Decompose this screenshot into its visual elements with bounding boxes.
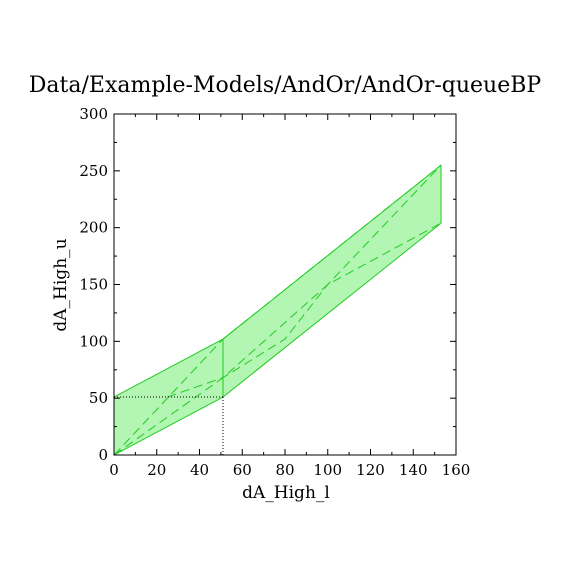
x-tick-label: 80 [275, 461, 294, 479]
y-tick-label: 300 [79, 105, 108, 123]
y-tick-label: 250 [79, 162, 108, 180]
x-axis-label: dA_High_l [242, 483, 330, 503]
x-tick-label: 120 [356, 461, 385, 479]
region-polygon [113, 164, 442, 456]
x-axis: 0 20 40 60 80 100 120 140 160 [109, 114, 470, 479]
x-tick-label: 100 [313, 461, 342, 479]
series-line-3 [167, 164, 442, 398]
y-axis: 0 50 100 150 200 250 300 [79, 105, 456, 464]
x-tick-label: 140 [399, 461, 428, 479]
plot-area [113, 113, 457, 456]
y-tick-label: 0 [98, 446, 108, 464]
y-axis-label: dA_High_u [51, 238, 71, 331]
x-tick-label: 40 [190, 461, 209, 479]
y-tick-label: 150 [79, 276, 108, 294]
x-tick-label: 160 [442, 461, 471, 479]
series-line-2 [113, 222, 442, 456]
x-tick-label: 60 [233, 461, 252, 479]
chart-title: Data/Example-Models/AndOr/AndOr-queueBP [29, 73, 542, 98]
x-tick-label: 0 [109, 461, 119, 479]
y-tick-label: 100 [79, 332, 108, 350]
y-tick-label: 50 [89, 389, 108, 407]
y-tick-label: 200 [79, 219, 108, 237]
x-tick-label: 20 [147, 461, 166, 479]
